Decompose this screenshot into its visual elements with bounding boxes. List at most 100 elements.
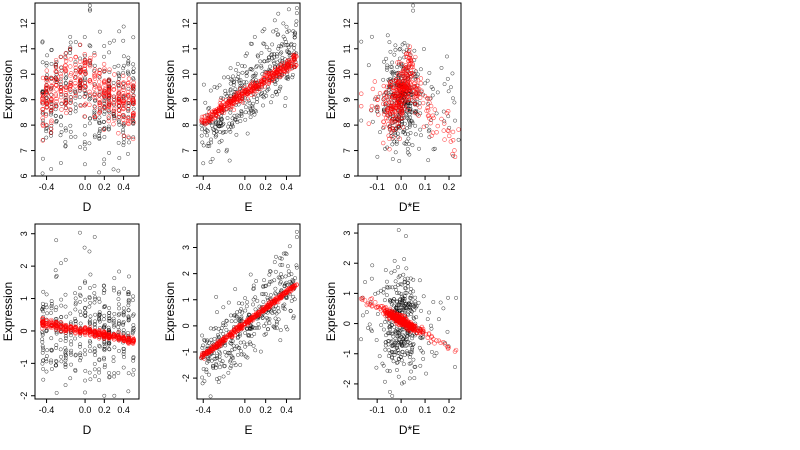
observed-point (401, 49, 406, 54)
observed-point (245, 131, 250, 136)
fitted-point (63, 68, 69, 73)
fitted-point (272, 76, 277, 81)
observed-point (262, 278, 266, 283)
fitted-point (111, 101, 117, 106)
fitted-point (106, 86, 112, 92)
fitted-point (88, 58, 93, 63)
observed-point (264, 321, 269, 326)
observed-point (102, 112, 107, 116)
observed-point (407, 124, 412, 129)
observed-point (216, 380, 221, 385)
observed-point (253, 348, 258, 353)
fitted-point (58, 94, 64, 100)
observed-point (126, 151, 130, 156)
fitted-point (130, 111, 136, 117)
observed-point (235, 120, 240, 125)
fitted-point (369, 296, 375, 301)
fitted-point (77, 59, 83, 64)
fitted-point (102, 94, 107, 99)
observed-point (82, 35, 87, 40)
fitted-point (377, 91, 383, 96)
fitted-point (49, 79, 54, 84)
fitted-point (78, 65, 83, 70)
observed-point (292, 297, 297, 302)
fitted-point (53, 91, 58, 97)
observed-point (229, 124, 234, 129)
fitted-point (83, 70, 88, 76)
observed-point (411, 8, 416, 13)
observed-point (54, 80, 59, 85)
observed-point (242, 83, 247, 88)
fitted-point (456, 127, 461, 132)
observed-point (378, 130, 382, 135)
observed-point (53, 102, 58, 107)
observed-point (392, 258, 397, 263)
observed-point (101, 119, 106, 124)
observed-point (41, 367, 46, 371)
observed-point (202, 126, 207, 131)
fitted-point (359, 103, 364, 109)
plot-frame (357, 223, 462, 400)
fitted-point (40, 75, 46, 81)
fitted-point (125, 89, 131, 95)
observed-point (393, 150, 398, 155)
observed-point (285, 43, 290, 48)
observed-point (126, 135, 131, 140)
observed-point (245, 342, 250, 347)
fitted-point (442, 121, 447, 126)
fitted-point (101, 61, 107, 67)
fitted-point (58, 71, 63, 77)
observed-point (203, 130, 208, 135)
observed-point (126, 55, 131, 60)
observed-point (244, 51, 249, 56)
observed-point (112, 374, 117, 379)
fitted-point (289, 58, 294, 63)
observed-point (83, 378, 88, 383)
observed-point (97, 75, 102, 80)
observed-point (429, 349, 434, 354)
observed-point (126, 371, 131, 376)
observed-point (200, 381, 205, 386)
observed-point (286, 45, 291, 50)
fitted-point (276, 66, 281, 71)
observed-point (102, 135, 107, 139)
observed-point (285, 327, 290, 332)
observed-point (406, 284, 411, 289)
observed-point (68, 111, 73, 116)
fitted-point (44, 96, 50, 102)
observed-point (208, 88, 213, 93)
fitted-point (44, 86, 49, 91)
observed-point (453, 118, 457, 123)
observed-point (214, 294, 219, 299)
observed-point (261, 103, 265, 108)
fitted-point (418, 81, 424, 86)
observed-point (393, 43, 398, 48)
observed-point (273, 269, 278, 274)
fitted-point (68, 100, 74, 105)
observed-point (278, 58, 282, 63)
observed-point (268, 293, 273, 298)
observed-point (446, 295, 450, 300)
x-axis-label: D (83, 200, 92, 214)
fitted-point (82, 52, 87, 57)
fitted-point (78, 78, 83, 84)
y-tick-label: 10 (181, 69, 191, 79)
observed-point (446, 89, 451, 94)
observed-point (111, 167, 116, 172)
observed-point (236, 71, 241, 76)
observed-point (58, 347, 63, 352)
observed-point (73, 109, 78, 114)
y-axis-label: Expression (163, 60, 177, 119)
fitted-point (206, 113, 212, 118)
observed-point (273, 291, 278, 296)
observed-points (359, 228, 459, 398)
observed-point (216, 149, 221, 154)
observed-point (87, 3, 92, 8)
fitted-point (63, 63, 68, 68)
fitted-point (59, 107, 64, 112)
observed-point (278, 328, 283, 333)
observed-point (68, 100, 73, 105)
observed-point (258, 349, 263, 354)
fitted-point (92, 91, 98, 96)
